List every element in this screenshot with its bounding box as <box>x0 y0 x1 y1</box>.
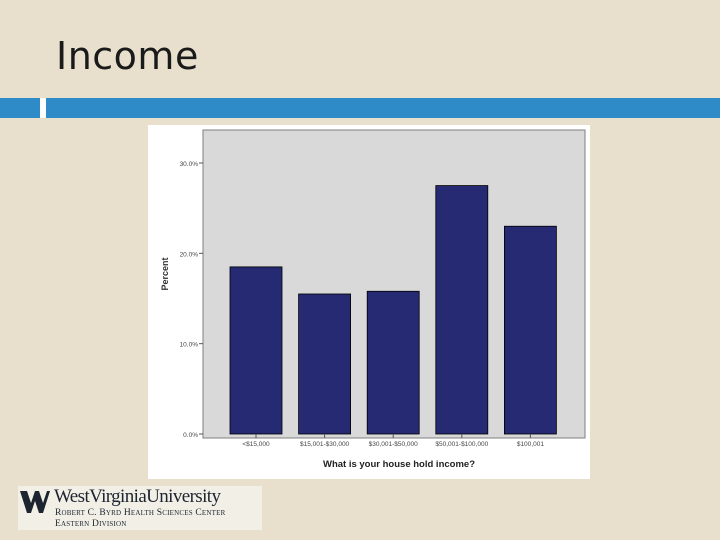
bar <box>229 266 283 435</box>
y-axis-label: Percent <box>160 257 170 290</box>
accent-bar-left <box>0 98 40 118</box>
university-logo: WestVirginiaUniversity Robert C. Byrd He… <box>18 486 262 530</box>
x-tick-label: $30,001-$50,000 <box>369 441 419 448</box>
y-axis-ticks: 0.0% 10.0% 20.0% 30.0% <box>180 161 203 439</box>
accent-bar-right <box>46 98 720 118</box>
chart-svg: 0.0% 10.0% 20.0% 30.0% <$15,000 $15,001-$30,… <box>160 129 586 470</box>
bar <box>435 185 489 435</box>
y-tick-label: 20.0% <box>180 251 199 258</box>
bars-group <box>229 185 557 435</box>
slide-title: Income <box>56 34 199 78</box>
bar <box>366 290 420 435</box>
logo-center-name: Robert C. Byrd Health Sciences Center <box>55 508 226 518</box>
bar <box>503 225 557 435</box>
logo-university-name: WestVirginiaUniversity <box>54 486 221 507</box>
x-axis-ticks: <$15,000 $15,001-$30,000 $30,001-$50,000 $5… <box>242 434 544 448</box>
bar-chart: 0.0% 10.0% 20.0% 30.0% <$15,000 $15,001-$30,… <box>148 125 590 479</box>
logo-division-name: Eastern Division <box>55 519 127 529</box>
bar <box>298 293 352 435</box>
y-tick-label: 0.0% <box>183 432 198 439</box>
x-tick-label: $50,001-$100,000 <box>435 441 488 448</box>
y-tick-label: 10.0% <box>180 342 199 349</box>
x-axis-label: What is your house hold income? <box>323 459 475 470</box>
y-tick-label: 30.0% <box>180 161 199 168</box>
wv-logo-icon <box>20 491 50 513</box>
x-tick-label: $100,001 <box>517 441 544 448</box>
accent-bar-gap <box>40 98 46 118</box>
x-tick-label: <$15,000 <box>242 441 270 448</box>
x-tick-label: $15,001-$30,000 <box>300 441 350 448</box>
